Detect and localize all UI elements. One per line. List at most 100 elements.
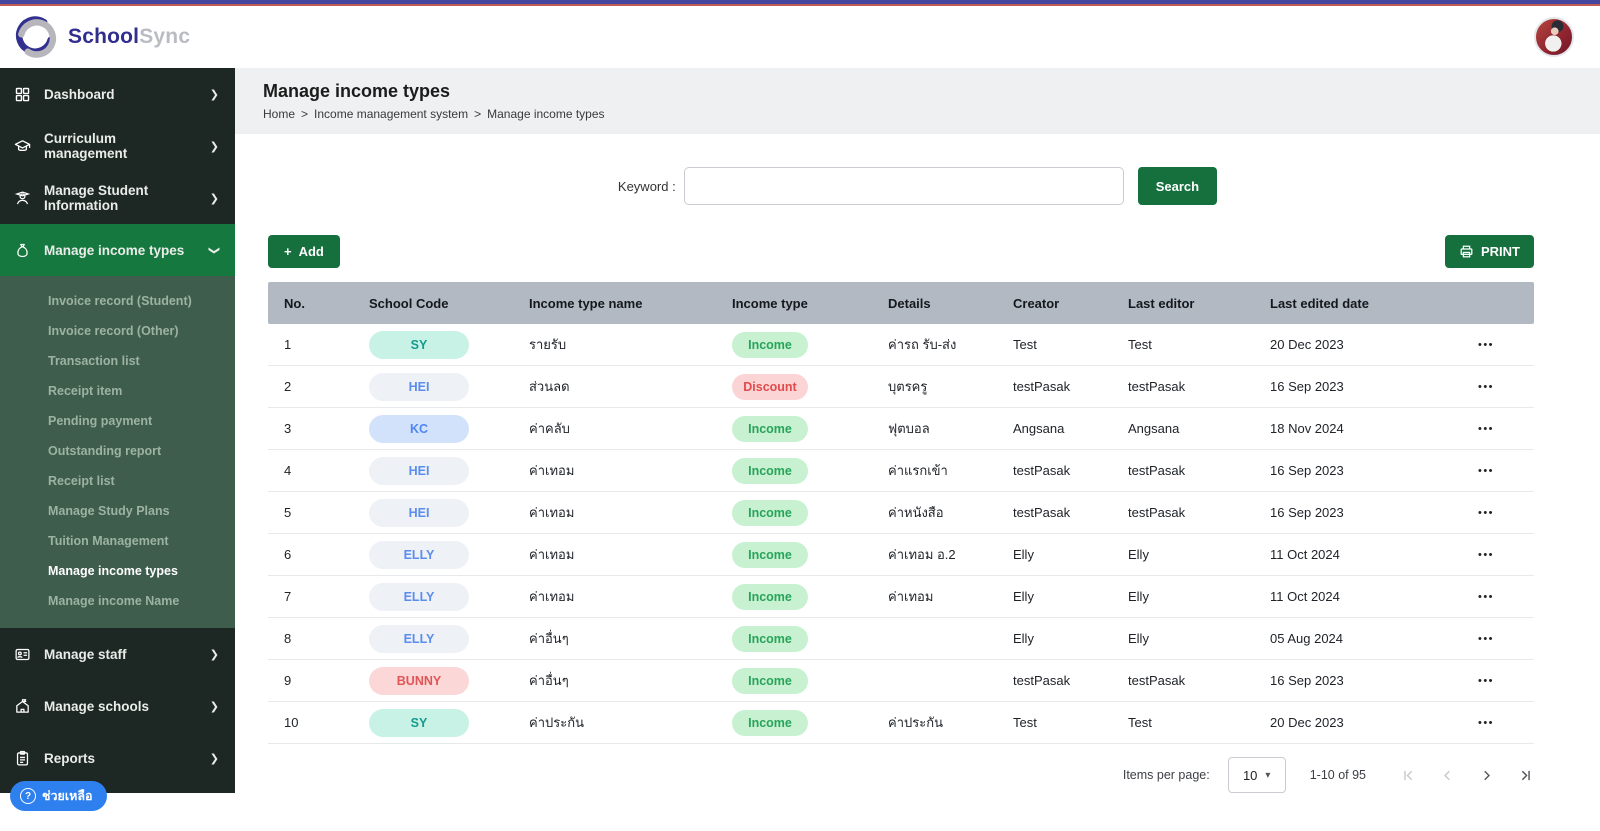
cell-details: บุตรครู [888, 379, 928, 394]
cell-details: ค่ารถ รับ-ส่ง [888, 337, 957, 352]
keyword-input[interactable] [683, 167, 1124, 205]
row-actions-icon[interactable]: ••• [1477, 716, 1495, 729]
submenu-item-receipt-list[interactable]: Receipt list [48, 474, 115, 488]
income-type-pill: Discount [732, 373, 808, 400]
search-button[interactable]: Search [1137, 167, 1218, 205]
top-accent-strip [0, 0, 1600, 6]
page-size-value: 10 [1242, 767, 1258, 783]
submenu-item-outstanding-report[interactable]: Outstanding report [48, 444, 162, 458]
school-code-badge: HEI [369, 498, 469, 527]
table-row: 8 ELLY ค่าอื่นๆ Income Elly Elly 05 Aug … [268, 618, 1534, 660]
cell-details: ค่าหนังสือ [888, 505, 944, 520]
cell-no: 2 [284, 379, 292, 394]
cell-last-edited-date: 11 Oct 2024 [1270, 589, 1340, 604]
sidebar: Dashboard ❯ Curriculum management ❯ Mana… [0, 68, 235, 811]
column-header-income-type-name: Income type name [529, 295, 643, 311]
breadcrumb-home[interactable]: Home [263, 107, 296, 121]
cell-last-edited-date: 16 Sep 2023 [1270, 505, 1344, 520]
row-actions-icon[interactable]: ••• [1477, 380, 1495, 393]
cell-income-type-name: ค่าอื่นๆ [529, 673, 569, 688]
cell-creator: Test [1013, 715, 1037, 730]
table-row: 4 HEI ค่าเทอม Income ค่าแรกเข้า testPasa… [268, 450, 1534, 492]
row-actions-icon[interactable]: ••• [1477, 548, 1495, 561]
chevron-right-icon: ❯ [209, 192, 219, 205]
submenu-item-receipt-item[interactable]: Receipt item [48, 384, 123, 398]
cell-last-edited-date: 16 Sep 2023 [1270, 463, 1344, 478]
school-code-badge: SY [369, 330, 469, 359]
sidebar-item-manage-schools[interactable]: Manage schools ❯ [0, 680, 235, 732]
cell-last-edited-date: 18 Nov 2024 [1270, 421, 1344, 436]
add-button-label: Add [298, 244, 324, 259]
schoolsync-swirl-icon [15, 16, 57, 58]
submenu-item-manage-study-plans[interactable]: Manage Study Plans [48, 504, 170, 518]
cell-creator: testPasak [1013, 673, 1071, 688]
sidebar-item-manage-student-information[interactable]: Manage Student Information ❯ [0, 172, 235, 224]
sidebar-item-manage-income-types[interactable]: Manage income types ❯ [0, 224, 235, 276]
cell-last-edited-date: 20 Dec 2023 [1270, 715, 1344, 730]
submenu-item-manage-income-types[interactable]: Manage income types [48, 564, 178, 578]
income-type-pill: Income [732, 667, 808, 694]
sidebar-item-curriculum-management[interactable]: Curriculum management ❯ [0, 120, 235, 172]
previous-page-button[interactable] [1439, 767, 1456, 784]
table-row: 10 SY ค่าประกัน Income ค่าประกัน Test Te… [268, 702, 1534, 744]
row-actions-icon[interactable]: ••• [1477, 590, 1495, 603]
row-actions-icon[interactable]: ••• [1477, 338, 1495, 351]
cell-income-type-name: ค่าอื่นๆ [529, 631, 569, 646]
cell-creator: Test [1013, 337, 1037, 352]
chevron-right-icon: ❯ [209, 88, 219, 101]
last-page-button[interactable] [1517, 767, 1534, 784]
page-size-select[interactable]: 10 ▾ [1227, 757, 1286, 793]
clipboard-icon [12, 748, 32, 768]
print-button[interactable]: PRINT [1445, 235, 1534, 268]
sidebar-item-dashboard[interactable]: Dashboard ❯ [0, 68, 235, 120]
submenu-item-transaction-list[interactable]: Transaction list [48, 354, 140, 368]
cell-income-type-name: ค่าเทอม [529, 505, 575, 520]
sidebar-item-label: Reports [44, 750, 96, 766]
cell-last-edited-date: 20 Dec 2023 [1270, 337, 1344, 352]
submenu-item-tuition-management[interactable]: Tuition Management [48, 534, 169, 548]
first-page-button[interactable] [1400, 767, 1417, 784]
row-actions-icon[interactable]: ••• [1477, 464, 1495, 477]
submenu-item-invoice-record-student[interactable]: Invoice record (Student) [48, 294, 192, 308]
column-header-creator: Creator [1013, 295, 1060, 311]
income-type-pill: Income [732, 457, 808, 484]
row-actions-icon[interactable]: ••• [1477, 632, 1495, 645]
sidebar-item-reports[interactable]: Reports ❯ [0, 732, 235, 784]
table-row: 5 HEI ค่าเทอม Income ค่าหนังสือ testPasa… [268, 492, 1534, 534]
row-actions-icon[interactable]: ••• [1477, 422, 1495, 435]
cell-details: ค่าประกัน [888, 715, 943, 730]
page-title: Manage income types [263, 81, 451, 101]
column-header-last-editor: Last editor [1128, 295, 1195, 311]
cell-no: 1 [284, 337, 292, 352]
submenu-item-invoice-record-other[interactable]: Invoice record (Other) [48, 324, 179, 338]
school-code-badge: KC [369, 414, 469, 443]
add-button[interactable]: + Add [268, 235, 340, 268]
breadcrumb-section[interactable]: Income management system [314, 107, 469, 121]
cell-income-type-name: ค่าเทอม [529, 463, 575, 478]
submenu-item-manage-income-name[interactable]: Manage income Name [48, 594, 180, 608]
row-actions-icon[interactable]: ••• [1477, 506, 1495, 519]
school-code-badge: BUNNY [369, 666, 469, 695]
page-header-band: Manage income types Home > Income manage… [235, 68, 1600, 134]
income-types-table: No. School Code Income type name Income … [268, 282, 1534, 744]
column-header-no: No. [284, 295, 305, 311]
chevron-right-icon [1478, 767, 1495, 784]
brand-logo[interactable]: SchoolSync [14, 15, 190, 59]
cell-last-editor: Elly [1128, 547, 1149, 562]
cell-creator: Elly [1013, 631, 1034, 646]
submenu-item-pending-payment[interactable]: Pending payment [48, 414, 153, 428]
user-avatar[interactable] [1534, 17, 1574, 57]
income-type-pill: Income [732, 541, 808, 568]
breadcrumb: Home > Income management system > Manage… [263, 107, 1600, 121]
sidebar-item-manage-staff[interactable]: Manage staff ❯ [0, 628, 235, 680]
cell-income-type-name: ค่าคลับ [529, 421, 570, 436]
help-button[interactable]: ? ช่วยเหลือ [10, 781, 107, 811]
items-per-page-label: Items per page: [1122, 768, 1210, 782]
cell-last-editor: testPasak [1128, 673, 1186, 688]
cell-no: 4 [284, 463, 292, 478]
row-actions-icon[interactable]: ••• [1477, 674, 1495, 687]
printer-icon [1459, 244, 1474, 259]
cell-no: 3 [284, 421, 292, 436]
next-page-button[interactable] [1478, 767, 1495, 784]
sidebar-item-label: Manage schools [44, 698, 150, 714]
